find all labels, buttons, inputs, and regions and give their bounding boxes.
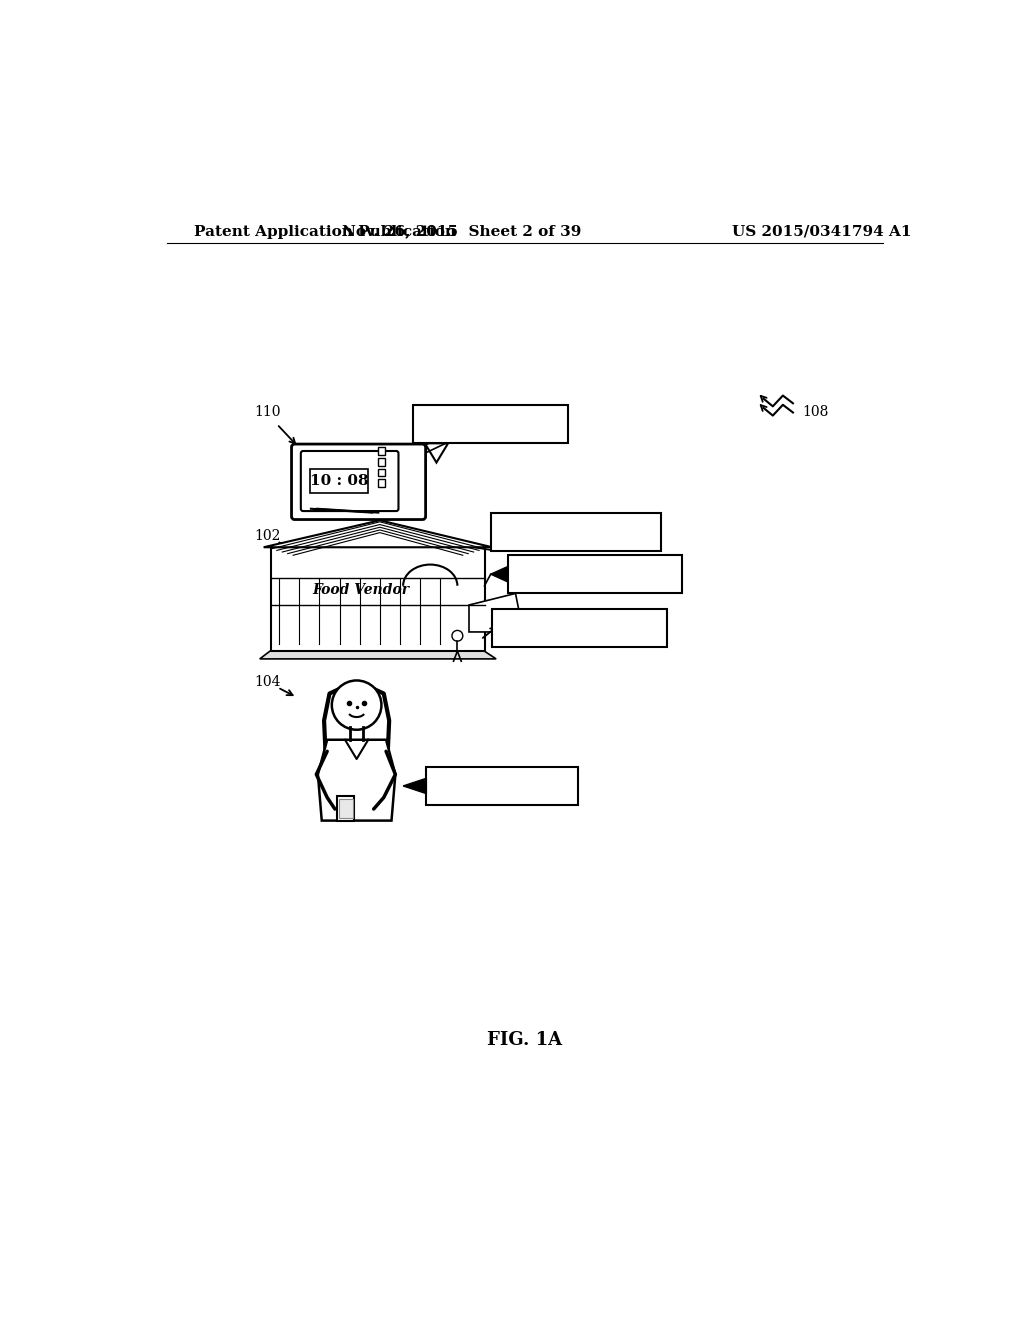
Bar — [493, 609, 667, 647]
Bar — [271, 548, 484, 651]
Polygon shape — [425, 444, 449, 462]
Circle shape — [452, 631, 463, 642]
Bar — [414, 405, 568, 444]
Polygon shape — [332, 682, 381, 709]
FancyBboxPatch shape — [301, 451, 398, 511]
Text: 102: 102 — [254, 529, 281, 543]
Bar — [378, 447, 385, 455]
Bar — [378, 479, 385, 487]
Polygon shape — [263, 520, 493, 548]
Bar — [426, 767, 578, 805]
Circle shape — [332, 681, 381, 730]
Text: Patent Application Publication: Patent Application Publication — [194, 224, 456, 239]
Polygon shape — [490, 566, 508, 582]
Bar — [378, 469, 385, 477]
Polygon shape — [469, 594, 523, 632]
Text: Expression: Expression — [444, 416, 538, 433]
Polygon shape — [317, 739, 395, 821]
Bar — [378, 458, 385, 466]
Bar — [508, 554, 682, 594]
Text: Expression - 2: Expression - 2 — [535, 566, 655, 582]
Text: Expression - 1: Expression - 1 — [516, 523, 636, 540]
Bar — [339, 799, 352, 817]
Text: Expression - 3: Expression - 3 — [519, 619, 639, 636]
Polygon shape — [260, 651, 496, 659]
Bar — [490, 512, 662, 552]
Polygon shape — [403, 779, 426, 793]
Text: Expression: Expression — [456, 777, 549, 795]
Text: Food Vendor: Food Vendor — [312, 582, 409, 597]
Text: 108: 108 — [802, 405, 828, 420]
Text: 10 : 08: 10 : 08 — [310, 474, 369, 488]
Text: 104: 104 — [254, 675, 281, 689]
Text: 110: 110 — [254, 405, 281, 420]
Bar — [310, 469, 369, 494]
Text: US 2015/0341794 A1: US 2015/0341794 A1 — [732, 224, 912, 239]
Text: Nov. 26, 2015  Sheet 2 of 39: Nov. 26, 2015 Sheet 2 of 39 — [342, 224, 581, 239]
FancyBboxPatch shape — [292, 444, 426, 520]
Bar — [337, 796, 354, 821]
Text: FIG. 1A: FIG. 1A — [487, 1031, 562, 1049]
